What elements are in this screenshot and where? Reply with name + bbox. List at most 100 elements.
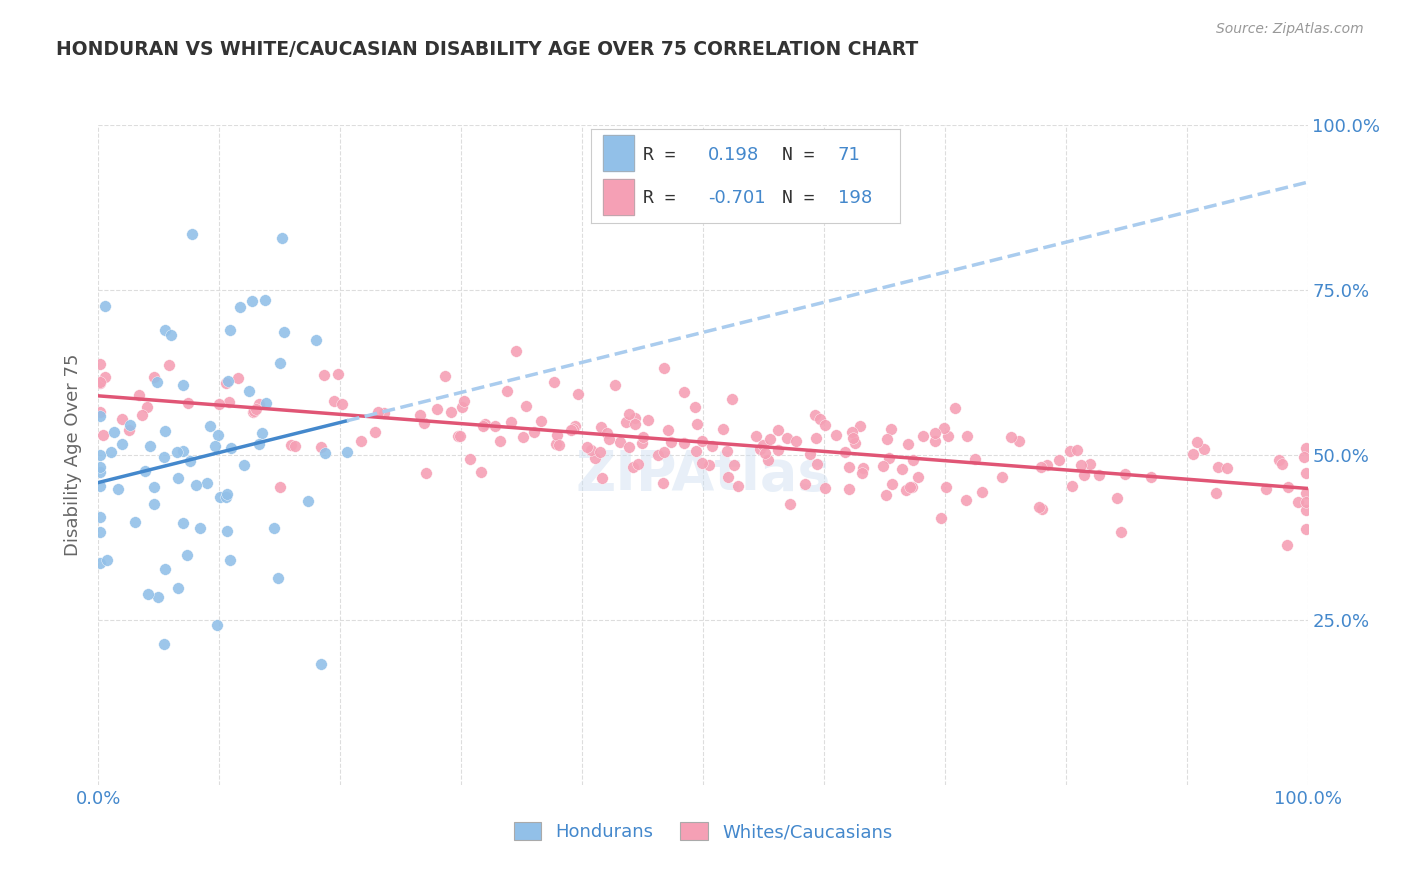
Text: 198: 198 <box>838 189 872 207</box>
Point <box>107 482 129 496</box>
Point <box>990 469 1012 483</box>
Point <box>955 492 977 507</box>
Text: R =: R = <box>643 189 686 207</box>
Point <box>637 413 659 427</box>
Point <box>218 553 240 567</box>
Point <box>484 419 506 434</box>
Point <box>657 423 679 437</box>
Point <box>217 374 239 388</box>
Point <box>564 419 586 434</box>
Point <box>309 440 332 454</box>
Point <box>614 416 637 430</box>
Point <box>838 482 860 496</box>
Point <box>103 425 125 440</box>
Point <box>624 411 647 425</box>
Point <box>934 421 956 435</box>
Point <box>1295 466 1317 480</box>
Point <box>834 445 856 459</box>
Point <box>686 417 709 432</box>
Point <box>110 436 132 450</box>
Point <box>167 582 190 596</box>
Point <box>841 425 863 440</box>
Point <box>89 376 111 390</box>
Point <box>1087 468 1109 483</box>
Point <box>727 479 749 493</box>
Point <box>263 520 285 534</box>
Bar <box>603 135 634 170</box>
Point <box>250 425 273 440</box>
Point <box>548 438 571 452</box>
Point <box>215 376 238 390</box>
Point <box>242 403 264 417</box>
Point <box>94 370 117 384</box>
Point <box>323 393 346 408</box>
Point <box>505 344 527 359</box>
Point <box>458 452 481 467</box>
Point <box>143 369 166 384</box>
Point <box>745 428 768 442</box>
Point <box>207 428 229 442</box>
Bar <box>603 135 634 170</box>
Point <box>166 444 188 458</box>
Point <box>1271 457 1294 471</box>
Point <box>297 494 319 508</box>
Point <box>929 511 952 525</box>
Point <box>1028 500 1050 515</box>
Point <box>1036 458 1059 472</box>
Point <box>617 441 640 455</box>
Point <box>546 428 568 442</box>
Point <box>824 427 846 442</box>
Point <box>198 419 221 434</box>
Point <box>1073 467 1095 482</box>
Point <box>496 384 519 399</box>
Point <box>779 497 801 511</box>
Point <box>499 415 522 429</box>
Point <box>215 524 238 539</box>
Point <box>627 457 650 471</box>
Point <box>901 452 924 467</box>
Point <box>215 490 238 504</box>
Point <box>579 443 602 458</box>
Point <box>1268 453 1291 467</box>
Text: 71: 71 <box>838 145 860 163</box>
Point <box>692 456 714 470</box>
Point <box>785 434 807 448</box>
Text: 0.198: 0.198 <box>709 145 759 163</box>
Y-axis label: Disability Age Over 75: Disability Age Over 75 <box>65 353 83 557</box>
Point <box>605 378 627 392</box>
Point <box>204 439 226 453</box>
Point <box>907 470 929 484</box>
Point <box>205 618 228 632</box>
Point <box>142 497 165 511</box>
Point <box>891 462 914 476</box>
Point <box>111 412 134 426</box>
Point <box>751 438 773 452</box>
Point <box>218 395 240 409</box>
Point <box>1059 443 1081 458</box>
Point <box>1295 442 1317 456</box>
Point <box>1114 467 1136 481</box>
Point <box>160 327 183 342</box>
Point <box>793 477 815 491</box>
Point <box>153 424 176 438</box>
Point <box>100 445 122 459</box>
Point <box>336 445 359 459</box>
Point <box>159 358 181 372</box>
Point <box>717 469 740 483</box>
Point <box>624 417 647 431</box>
Point <box>776 431 799 445</box>
Point <box>89 509 111 524</box>
Point <box>544 436 567 450</box>
Point <box>409 408 432 422</box>
Point <box>672 436 695 450</box>
Point <box>135 401 157 415</box>
Point <box>188 521 211 535</box>
Point <box>702 439 724 453</box>
Point <box>271 230 294 244</box>
Point <box>692 434 714 448</box>
Point <box>240 294 263 309</box>
Point <box>143 480 166 494</box>
Point <box>898 480 921 494</box>
Point <box>1292 450 1315 464</box>
Point <box>179 453 201 467</box>
